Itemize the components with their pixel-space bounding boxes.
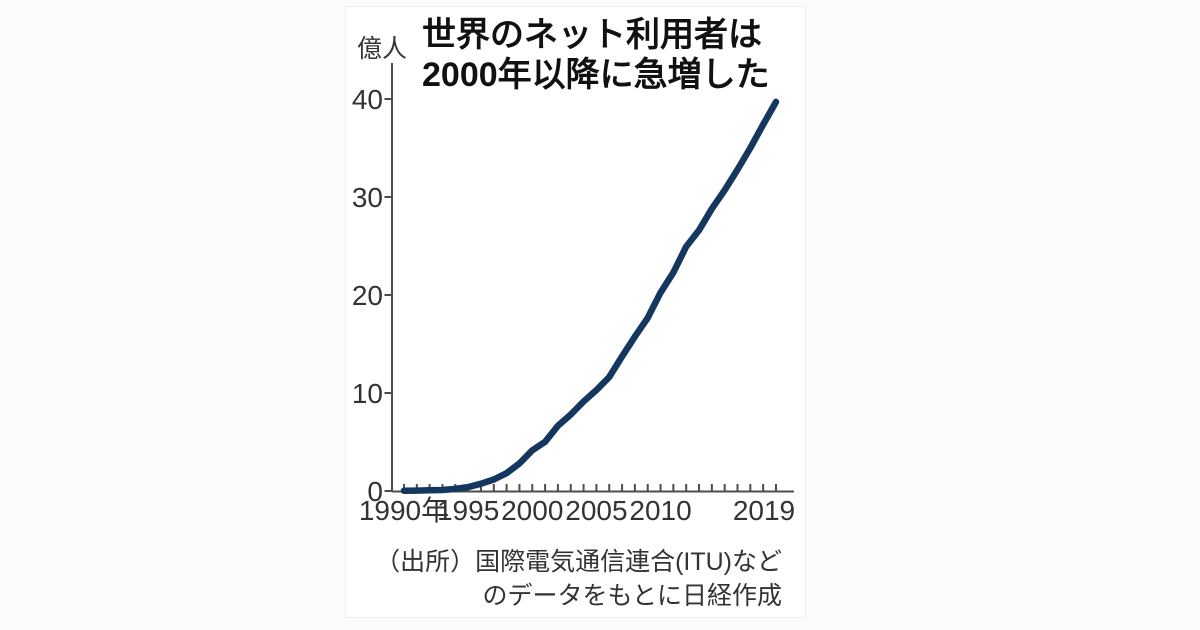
x-tick-label: 2010 — [629, 495, 691, 526]
chart-title: 世界のネット利用者は 2000年以降に急増した — [422, 15, 770, 95]
y-tick-label: 30 — [352, 182, 383, 213]
x-tick-label: 2019 — [733, 495, 795, 526]
x-tick-label: 1995 — [437, 495, 499, 526]
source-note: （出所）国際電気通信連合(ITU)など のデータをもとに日経作成 — [375, 545, 782, 613]
source-line-1: （出所）国際電気通信連合(ITU)など — [375, 548, 782, 576]
x-tick-label: 2005 — [565, 495, 627, 526]
x-tick-label: 1990年 — [359, 495, 449, 526]
chart-title-line-2: 2000年以降に急増した — [422, 56, 770, 94]
chart-card: 億人 世界のネット利用者は 2000年以降に急増した 0 10 20 30 40 1990… — [345, 6, 806, 618]
chart-title-line-1: 世界のネット利用者は — [422, 16, 762, 54]
y-tick-label: 0 — [367, 476, 383, 507]
data-line — [400, 98, 780, 494]
y-tick-label: 20 — [352, 280, 383, 311]
y-tick-label: 10 — [352, 378, 383, 409]
y-axis-unit-label: 億人 — [357, 35, 408, 63]
source-line-2: のデータをもとに日経作成 — [482, 582, 782, 610]
y-tick-label: 40 — [352, 84, 383, 115]
x-tick-label: 2000 — [501, 495, 563, 526]
